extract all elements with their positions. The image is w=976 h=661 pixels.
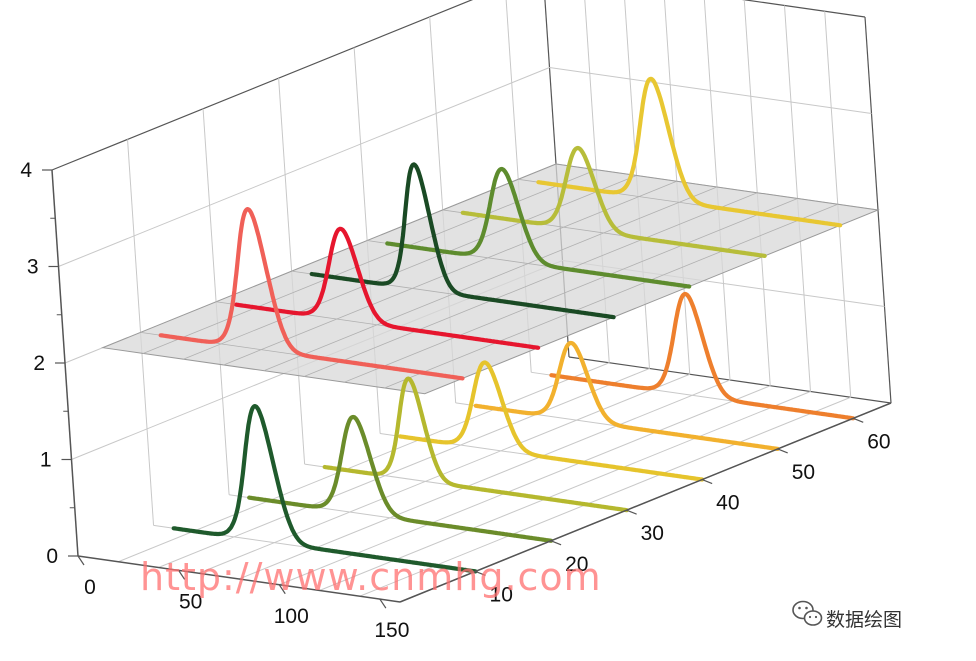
y-tick-label: 30 bbox=[641, 522, 664, 545]
tick-labels: 0 50 100 150 10 20 30 40 50 60 0 1 2 3 4 bbox=[20, 159, 890, 642]
series-lower-5 bbox=[473, 340, 780, 451]
y-tick-label: 40 bbox=[716, 492, 739, 515]
plane-grid-line bbox=[303, 192, 758, 377]
y-tick-label: 10 bbox=[490, 583, 513, 606]
watermark-text: http://www.cnmhg.com bbox=[140, 555, 602, 599]
y-tick bbox=[626, 509, 637, 515]
y-tick bbox=[550, 540, 562, 546]
x-tick-label: 150 bbox=[374, 619, 409, 642]
x-tick bbox=[379, 598, 387, 609]
x-tick-label: 100 bbox=[274, 605, 309, 628]
z-tick-label: 4 bbox=[20, 159, 32, 182]
plane-grid-line bbox=[344, 198, 798, 383]
series-lower-2 bbox=[247, 414, 554, 543]
series-upper-1 bbox=[158, 207, 465, 381]
plane-grid-line bbox=[263, 186, 718, 372]
y-tick-label: 60 bbox=[867, 430, 890, 453]
grid-line bbox=[319, 391, 811, 591]
series-upper-2 bbox=[234, 226, 541, 350]
series-lines bbox=[158, 76, 856, 574]
brand-text: 数据绘图 bbox=[826, 609, 902, 631]
plane-grid-line bbox=[223, 180, 677, 366]
series-lower-4 bbox=[398, 360, 705, 482]
y-tick bbox=[475, 570, 486, 576]
x-tick-label: 50 bbox=[179, 590, 202, 613]
box-edge bbox=[51, 0, 474, 171]
y-tick-label: 50 bbox=[792, 461, 815, 484]
series-lower-3 bbox=[322, 376, 629, 513]
grid-line bbox=[359, 396, 851, 597]
box-edge bbox=[741, 0, 866, 18]
grid-line bbox=[118, 362, 610, 563]
grid-line bbox=[238, 379, 731, 580]
grid-line bbox=[58, 67, 550, 267]
z-tick-label: 2 bbox=[33, 352, 45, 375]
series-upper-6 bbox=[536, 76, 843, 228]
grid-line bbox=[279, 385, 771, 586]
plane-grid-line bbox=[384, 203, 838, 389]
z-tick-label: 1 bbox=[40, 449, 52, 472]
series-lower-1 bbox=[171, 404, 478, 574]
wechat-icon bbox=[792, 600, 823, 626]
grid-line bbox=[549, 67, 872, 114]
series-lower-6 bbox=[549, 291, 856, 421]
brand-logo: 数据绘图 bbox=[792, 600, 902, 631]
grid-line bbox=[158, 368, 650, 568]
x-tick bbox=[178, 570, 186, 580]
y-tick bbox=[777, 448, 788, 454]
x-axis bbox=[77, 555, 401, 603]
y-tick bbox=[701, 478, 713, 485]
z-tick-label: 0 bbox=[46, 545, 58, 568]
plane-grid-line bbox=[142, 169, 597, 354]
x-tick bbox=[77, 555, 85, 566]
z-tick-label: 3 bbox=[27, 256, 39, 279]
grid-line bbox=[198, 373, 690, 574]
x-tick-label: 0 bbox=[84, 576, 96, 599]
y-tick-label: 20 bbox=[565, 553, 588, 576]
x-tick bbox=[278, 584, 286, 595]
y-axis bbox=[399, 402, 892, 603]
series-upper-5 bbox=[460, 145, 767, 258]
y-tick bbox=[853, 417, 864, 423]
